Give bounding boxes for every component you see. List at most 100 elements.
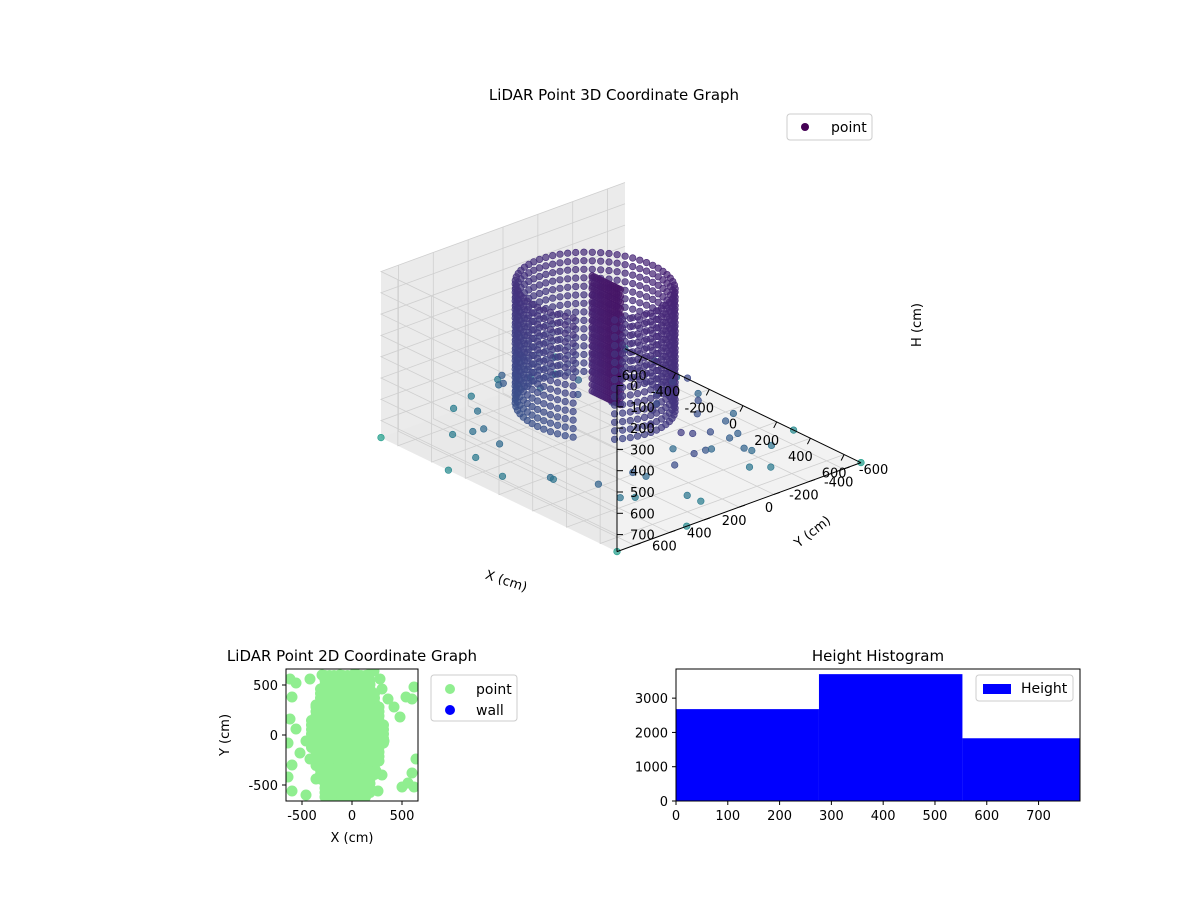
data-point-3d <box>540 340 548 348</box>
data-point-3d <box>626 365 634 374</box>
data-point-3d <box>694 389 702 398</box>
data-point-3d <box>721 417 730 425</box>
x-tick-label-3d: 600 <box>822 466 847 481</box>
data-point-3d <box>588 248 596 256</box>
data-point-3d <box>633 398 642 406</box>
data-point-3d <box>647 343 655 351</box>
data-point-3d <box>640 379 649 388</box>
data-point-3d <box>580 333 588 342</box>
data-point-2d <box>290 677 302 689</box>
data-point-2d <box>286 771 294 783</box>
scatter-3d-chart: LiDAR Point 3D Coordinate Graph -600 -400… <box>377 86 925 595</box>
data-point-3d <box>597 249 605 257</box>
data-point-3d <box>546 351 555 359</box>
x-tick-label-hist: 200 <box>767 809 792 824</box>
data-point-3d <box>572 291 580 299</box>
legend-2d: point wall <box>430 674 518 722</box>
data-point-3d <box>613 259 621 267</box>
y-tick-label-3d: -200 <box>789 488 819 503</box>
data-point-3d <box>561 423 569 431</box>
data-point-3d <box>610 316 619 324</box>
data-point-3d <box>546 368 555 376</box>
data-point-3d <box>540 323 548 331</box>
data-point-3d <box>605 249 613 258</box>
data-point-3d <box>642 267 651 275</box>
data-point-3d <box>654 298 662 306</box>
data-point-3d <box>564 249 572 257</box>
histogram-legend: Height <box>975 674 1074 702</box>
legend-2d-point-label: point <box>476 682 512 698</box>
data-point-3d <box>588 257 596 265</box>
data-point-3d <box>640 413 649 422</box>
data-point-3d <box>610 393 619 401</box>
data-point-3d <box>553 396 562 404</box>
data-point-3d <box>642 259 651 267</box>
data-point-2d <box>320 779 332 791</box>
data-point-3d <box>618 409 627 417</box>
data-point-3d <box>588 387 596 395</box>
data-point-3d <box>610 410 619 418</box>
data-point-3d <box>640 311 649 319</box>
data-point-3d <box>605 258 613 266</box>
x-tick-label-hist: 700 <box>1026 809 1051 824</box>
data-point-3d <box>546 428 555 436</box>
data-point-3d <box>626 340 634 348</box>
data-point-3d <box>549 286 557 294</box>
legend-2d-point-marker <box>445 684 455 694</box>
data-point-3d <box>516 384 524 392</box>
z-tick-label-3d: 100 <box>630 401 655 416</box>
data-point-3d <box>636 290 644 298</box>
data-point-3d <box>626 425 634 433</box>
data-point-2d <box>406 767 418 779</box>
data-point-3d <box>516 333 524 341</box>
data-point-2d <box>396 781 408 793</box>
y-tick-label-3d: 600 <box>652 539 677 554</box>
data-point-3d <box>556 267 564 275</box>
height-histogram-chart: Height Histogram 0 100 200 300 400 500 600 7000… <box>635 647 1081 824</box>
data-point-3d <box>564 300 572 308</box>
data-point-3d <box>549 269 557 277</box>
data-point-3d <box>569 433 577 441</box>
histogram-legend-swatch <box>983 684 1011 694</box>
data-point-3d <box>629 263 637 271</box>
data-point-3d <box>546 377 555 385</box>
data-point-3d <box>626 323 634 331</box>
data-point-3d <box>546 385 555 393</box>
data-point-3d <box>588 336 596 344</box>
data-point-3d <box>649 295 657 304</box>
data-point-3d <box>516 299 524 307</box>
data-point-3d <box>540 357 548 365</box>
data-point-3d <box>533 363 542 371</box>
data-point-3d <box>640 430 649 439</box>
data-point-3d <box>588 272 596 280</box>
data-point-3d <box>569 382 577 390</box>
x-tick-3d <box>806 437 811 445</box>
data-point-3d <box>610 333 619 341</box>
data-point-3d <box>642 276 651 284</box>
data-point-3d <box>546 342 555 351</box>
data-point-3d <box>626 391 634 399</box>
data-point-3d <box>640 345 649 353</box>
grid-line-y <box>502 227 740 508</box>
grid-line-y <box>432 252 670 533</box>
data-point-3d <box>467 392 475 400</box>
data-point-3d <box>588 310 596 318</box>
data-point-3d <box>498 472 507 480</box>
data-point-3d <box>706 428 715 436</box>
data-point-2d <box>360 789 372 801</box>
data-point-2d <box>310 773 322 785</box>
data-point-3d <box>626 408 634 416</box>
histogram-bar <box>818 674 963 801</box>
data-point-3d <box>580 265 588 273</box>
data-point-2d <box>342 719 354 731</box>
x-tick-label-hist: 600 <box>974 809 999 824</box>
data-point-3d <box>642 472 650 480</box>
data-point-3d <box>540 408 548 416</box>
data-point-3d <box>633 390 642 398</box>
grid-line-x <box>431 295 676 463</box>
data-point-2d <box>364 755 376 767</box>
data-point-3d <box>533 303 542 311</box>
data-point-3d <box>633 373 642 381</box>
data-point-3d <box>561 432 569 440</box>
